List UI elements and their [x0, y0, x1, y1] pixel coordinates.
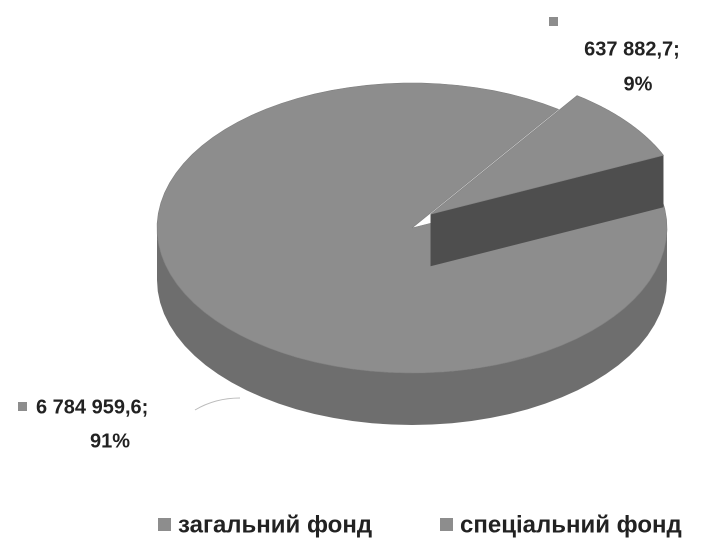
- legend-label: загальний фонд: [178, 511, 372, 538]
- slice-top: [156, 82, 668, 374]
- legend-label: спеціальний фонд: [460, 511, 682, 538]
- label-key: [18, 402, 27, 411]
- percent-label: 9%: [624, 73, 653, 95]
- label-key: [549, 17, 558, 26]
- legend-key: [158, 518, 171, 531]
- leader-line: [194, 397, 241, 411]
- legend-key: [440, 518, 453, 531]
- data-label: 637 882,7;: [584, 38, 680, 60]
- percent-label: 91%: [90, 430, 130, 452]
- data-label: 6 784 959,6;: [36, 396, 148, 418]
- slice-top: [430, 95, 665, 215]
- slice-side: [157, 228, 667, 425]
- slice-cut-face: [430, 155, 664, 267]
